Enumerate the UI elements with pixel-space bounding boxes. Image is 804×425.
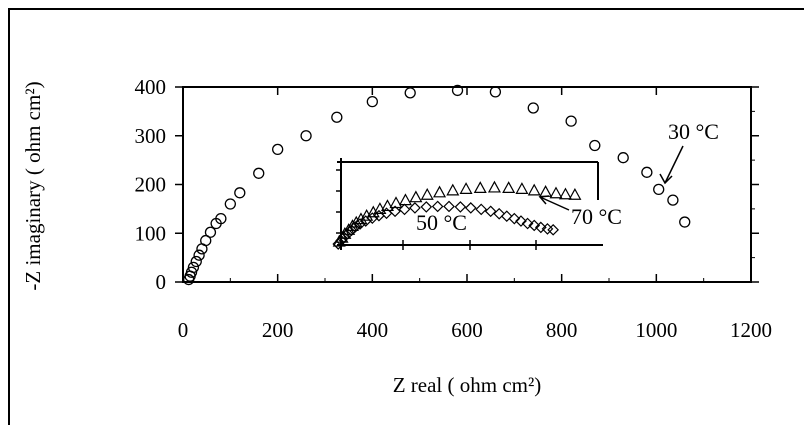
x-axis-title: Z real ( ohm cm²) — [393, 373, 542, 397]
data-point-70c — [332, 238, 345, 250]
data-point-30c — [300, 130, 312, 142]
data-point-50c — [380, 199, 394, 212]
arrow-70c — [538, 195, 570, 211]
data-point-30c — [679, 216, 691, 228]
data-point-30c — [565, 115, 577, 127]
data-point-50c — [473, 181, 487, 193]
series-30c — [183, 84, 691, 286]
data-point-30c — [253, 167, 265, 179]
x-tick-label: 800 — [546, 318, 578, 342]
y-ticks: 0 100 200 300 400 — [135, 75, 759, 294]
figure-frame — [8, 8, 804, 425]
data-point-70c — [484, 205, 497, 218]
data-point-30c — [667, 194, 679, 206]
data-point-30c — [204, 226, 217, 238]
data-point-70c — [398, 203, 411, 216]
data-point-70c — [454, 201, 467, 213]
data-point-70c — [335, 234, 347, 247]
data-point-50c — [349, 215, 363, 228]
data-point-50c — [459, 182, 473, 194]
x-tick-label: 0 — [178, 318, 189, 342]
data-point-50c — [515, 182, 529, 194]
data-point-30c — [366, 95, 378, 108]
arrow-30c — [659, 145, 684, 185]
data-point-70c — [338, 231, 350, 243]
x-tick-label: 600 — [451, 318, 483, 342]
data-point-50c — [360, 208, 374, 221]
data-point-30c — [527, 102, 539, 114]
data-point-30c — [224, 198, 236, 210]
data-point-30c — [589, 139, 601, 152]
data-point-30c — [234, 187, 246, 199]
x-tick-label: 200 — [262, 318, 294, 342]
data-point-50c — [433, 185, 447, 198]
data-point-30c — [272, 143, 284, 156]
data-point-30c — [451, 84, 464, 97]
data-point-50c — [342, 223, 356, 235]
data-point-70c — [475, 203, 488, 216]
data-point-70c — [341, 227, 354, 240]
series-70c — [332, 200, 559, 250]
data-point-30c — [653, 183, 665, 196]
data-point-70c — [493, 207, 506, 220]
data-point-30c — [331, 111, 343, 123]
y-tick-label: 0 — [156, 270, 167, 294]
data-point-70c — [521, 217, 534, 230]
x-tick-label: 400 — [357, 318, 389, 342]
data-point-70c — [528, 219, 541, 232]
data-point-50c — [487, 180, 501, 193]
data-point-50c — [389, 196, 403, 209]
data-point-30c — [489, 86, 502, 98]
annotation-30c: 30 °C — [668, 119, 719, 144]
y-tick-label: 400 — [135, 75, 167, 99]
data-point-30c — [215, 212, 227, 225]
data-point-70c — [500, 210, 513, 223]
data-point-50c — [568, 187, 582, 200]
data-point-30c — [190, 255, 202, 268]
annotation-50c: 50 °C — [416, 210, 467, 235]
data-point-30c — [187, 261, 200, 274]
data-point-70c — [420, 201, 433, 213]
data-point-70c — [443, 200, 455, 213]
data-point-50c — [527, 183, 541, 196]
annotation-70c: 70 °C — [571, 204, 622, 229]
data-point-30c — [200, 234, 212, 247]
y-tick-label: 200 — [135, 173, 167, 197]
data-point-70c — [547, 223, 559, 236]
data-point-50c — [409, 190, 423, 203]
data-point-70c — [515, 215, 527, 227]
data-point-50c — [539, 185, 553, 197]
y-tick-label: 300 — [135, 124, 167, 148]
data-point-30c — [641, 166, 653, 178]
data-point-70c — [534, 221, 547, 234]
data-point-70c — [354, 218, 366, 230]
data-point-70c — [345, 224, 358, 237]
data-point-50c — [549, 186, 563, 199]
data-point-50c — [502, 181, 516, 193]
data-point-70c — [389, 205, 401, 218]
data-point-70c — [431, 200, 444, 213]
data-point-70c — [409, 202, 421, 214]
x-tick-label: 1200 — [730, 318, 772, 342]
data-point-30c — [193, 249, 205, 261]
data-point-30c — [404, 87, 416, 99]
data-point-50c — [366, 205, 380, 218]
data-point-50c — [420, 187, 434, 200]
y-axis-title: -Z imaginary ( ohm cm²) — [21, 81, 45, 290]
data-point-30c — [185, 266, 198, 278]
data-point-50c — [345, 219, 359, 232]
data-point-30c — [617, 152, 629, 164]
data-point-50c — [446, 183, 460, 196]
data-point-50c — [398, 193, 412, 206]
x-ticks: 0 200 400 600 800 1000 1200 — [178, 87, 772, 342]
data-point-70c — [349, 221, 362, 233]
x-tick-label: 1000 — [635, 318, 677, 342]
data-point-70c — [366, 212, 379, 224]
data-point-70c — [464, 202, 477, 214]
data-point-50c — [558, 187, 572, 200]
data-point-70c — [508, 212, 521, 225]
y-tick-label: 100 — [135, 221, 167, 245]
